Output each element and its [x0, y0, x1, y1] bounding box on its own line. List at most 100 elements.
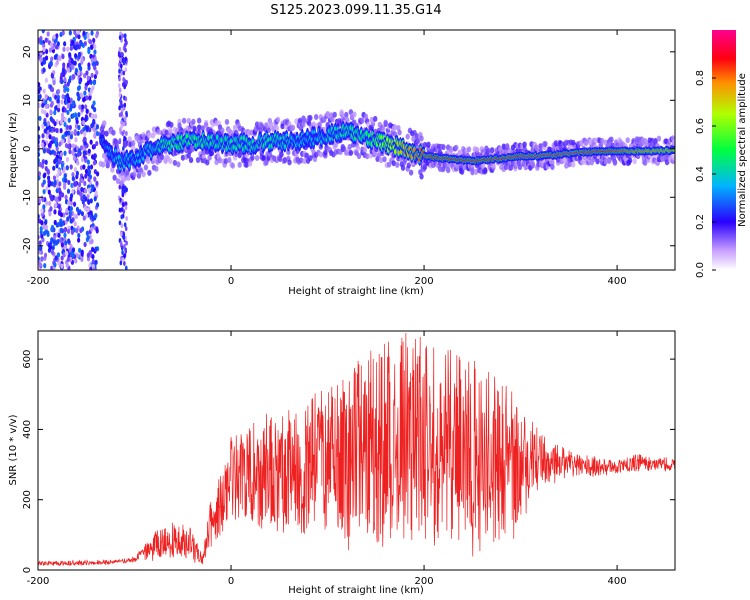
spectrogram-noise-blob: [123, 253, 126, 258]
spectrogram-noise-blob: [41, 163, 45, 169]
spectrogram-halo: [168, 127, 173, 134]
spectrogram-halo: [382, 156, 387, 163]
spectrogram-noise-blob: [42, 43, 46, 49]
spectrogram-noise-blob: [78, 65, 82, 71]
spectrogram-noise-blob: [76, 91, 80, 97]
spectrogram-noise-blob: [124, 37, 127, 43]
spectrogram-noise-blob: [59, 152, 64, 158]
spectrogram-noise-blob: [69, 45, 73, 51]
spectrogram-noise-blob: [44, 77, 48, 83]
spectrogram-noise-blob: [47, 189, 51, 195]
spectrogram-noise-blob: [51, 118, 56, 124]
spectrogram-halo: [279, 151, 284, 158]
spectrogram-halo: [146, 158, 151, 165]
spectrogram-noise-blob: [123, 261, 126, 266]
spectrogram-noise-blob: [61, 138, 65, 144]
spectrogram-noise-blob: [49, 206, 53, 212]
spectrogram-halo: [580, 159, 585, 166]
spectrogram-noise-blob: [63, 41, 67, 47]
spectrogram-noise-blob: [74, 137, 78, 143]
spectrogram-halo: [348, 149, 354, 156]
spectrogram-noise-blob: [118, 138, 122, 143]
spectrogram-halo: [172, 159, 178, 166]
spectrogram-noise-blob: [125, 216, 128, 221]
spectrogram-noise-blob: [48, 134, 52, 140]
spectrogram-noise-blob: [52, 42, 57, 48]
spectrogram-noise-blob: [118, 76, 121, 82]
chart-title: S125.2023.099.11.35.G14: [270, 3, 441, 18]
snr-frame: [37, 330, 676, 571]
spectrogram-noise-blob: [87, 187, 91, 193]
spectrogram-noise-blob: [119, 240, 123, 246]
spectrogram-noise-blob: [87, 48, 91, 55]
spectrogram-noise-blob: [121, 250, 124, 255]
spectrogram-y-tick-label: -20: [22, 238, 33, 254]
spectrogram-noise-blob: [42, 67, 46, 73]
spectrogram-noise-blob: [49, 61, 53, 67]
spectrogram-halo: [339, 109, 344, 116]
spectrogram-noise-blob: [70, 103, 74, 109]
spectrogram-noise-blob: [45, 48, 49, 55]
spectrogram-ridge-core: [215, 135, 219, 140]
spectrogram-noise-blob: [38, 115, 42, 121]
spectrogram-noise-blob: [63, 184, 67, 190]
spectrogram-noise-blob: [79, 165, 84, 171]
spectrogram-noise-blob: [92, 37, 96, 43]
spectrogram-noise-blob: [122, 234, 126, 240]
spectrogram-noise-blob: [42, 88, 46, 94]
spectrogram-halo: [517, 164, 523, 171]
spectrogram-noise-blob: [39, 50, 43, 56]
spectrogram-noise-blob: [42, 189, 46, 195]
spectrogram-noise-blob: [63, 227, 67, 233]
spectrogram-halo: [392, 124, 398, 131]
spectrogram-halo: [345, 117, 350, 124]
spectrogram-noise-blob: [38, 125, 41, 132]
spectrogram-y-tick-label: -10: [22, 189, 33, 205]
spectrogram-halo: [462, 164, 467, 171]
spectrogram-noise-blob: [66, 103, 70, 109]
spectrogram-noise-blob: [91, 253, 95, 260]
spectrogram-noise-blob: [52, 127, 56, 133]
colorbar-tick-label: 0.6: [695, 118, 706, 134]
spectrogram-noise-blob: [66, 143, 71, 150]
spectrogram-halo: [466, 146, 472, 153]
spectrogram-ridge-core: [328, 136, 332, 141]
spectrogram-noise-blob: [40, 208, 44, 214]
spectrogram-halo: [286, 149, 291, 156]
spectrogram-noise-blob: [94, 246, 98, 252]
spectrogram-noise-blob: [53, 180, 57, 186]
spectrogram-noise-blob: [61, 53, 65, 60]
spectrogram-noise-blob: [90, 123, 94, 129]
spectrogram-noise-blob: [75, 44, 79, 50]
spectrogram-noise-blob: [121, 33, 125, 39]
spectrogram-noise-blob: [83, 34, 87, 40]
spectrogram-ridge-core: [185, 134, 188, 139]
spectrogram-noise-blob: [48, 96, 52, 102]
spectrogram-noise-blob: [90, 246, 95, 252]
spectrogram-halo: [473, 168, 479, 175]
colorbar-ticks: 0.00.20.40.60.8: [695, 70, 716, 278]
spectrogram-halo: [147, 132, 152, 139]
spectrogram-halo: [405, 133, 410, 140]
spectrogram-noise-blob: [120, 124, 123, 129]
spectrogram-noise-blob: [83, 41, 87, 47]
spectrogram-halo: [200, 125, 205, 132]
spectrogram-halo: [280, 123, 285, 130]
spectrogram-noise-blob: [70, 58, 74, 64]
spectrogram-noise-blob: [50, 226, 54, 233]
colorbar: 0.00.20.40.60.8 Normalized spectral ampl…: [695, 30, 748, 278]
spectrogram-halo: [649, 140, 655, 147]
spectrogram-ridge-core: [413, 148, 416, 152]
spectrogram-noise-blob: [73, 60, 77, 66]
spectrogram-ridge-core: [380, 135, 383, 139]
spectrogram-noise-blob: [65, 130, 69, 136]
spectrogram-noise-blob: [64, 177, 68, 184]
spectrogram-noise-blob: [80, 56, 84, 63]
spectrogram-noise-blob: [65, 156, 70, 163]
spectrogram-noise-blob: [67, 238, 71, 244]
colorbar-label: Normalized spectral amplitude: [737, 73, 748, 227]
spectrogram-noise-blob: [71, 176, 75, 182]
spectrogram-y-tick-label: 0: [22, 146, 33, 152]
spectrogram-noise-blob: [91, 258, 95, 265]
spectrogram-halo: [360, 117, 365, 124]
